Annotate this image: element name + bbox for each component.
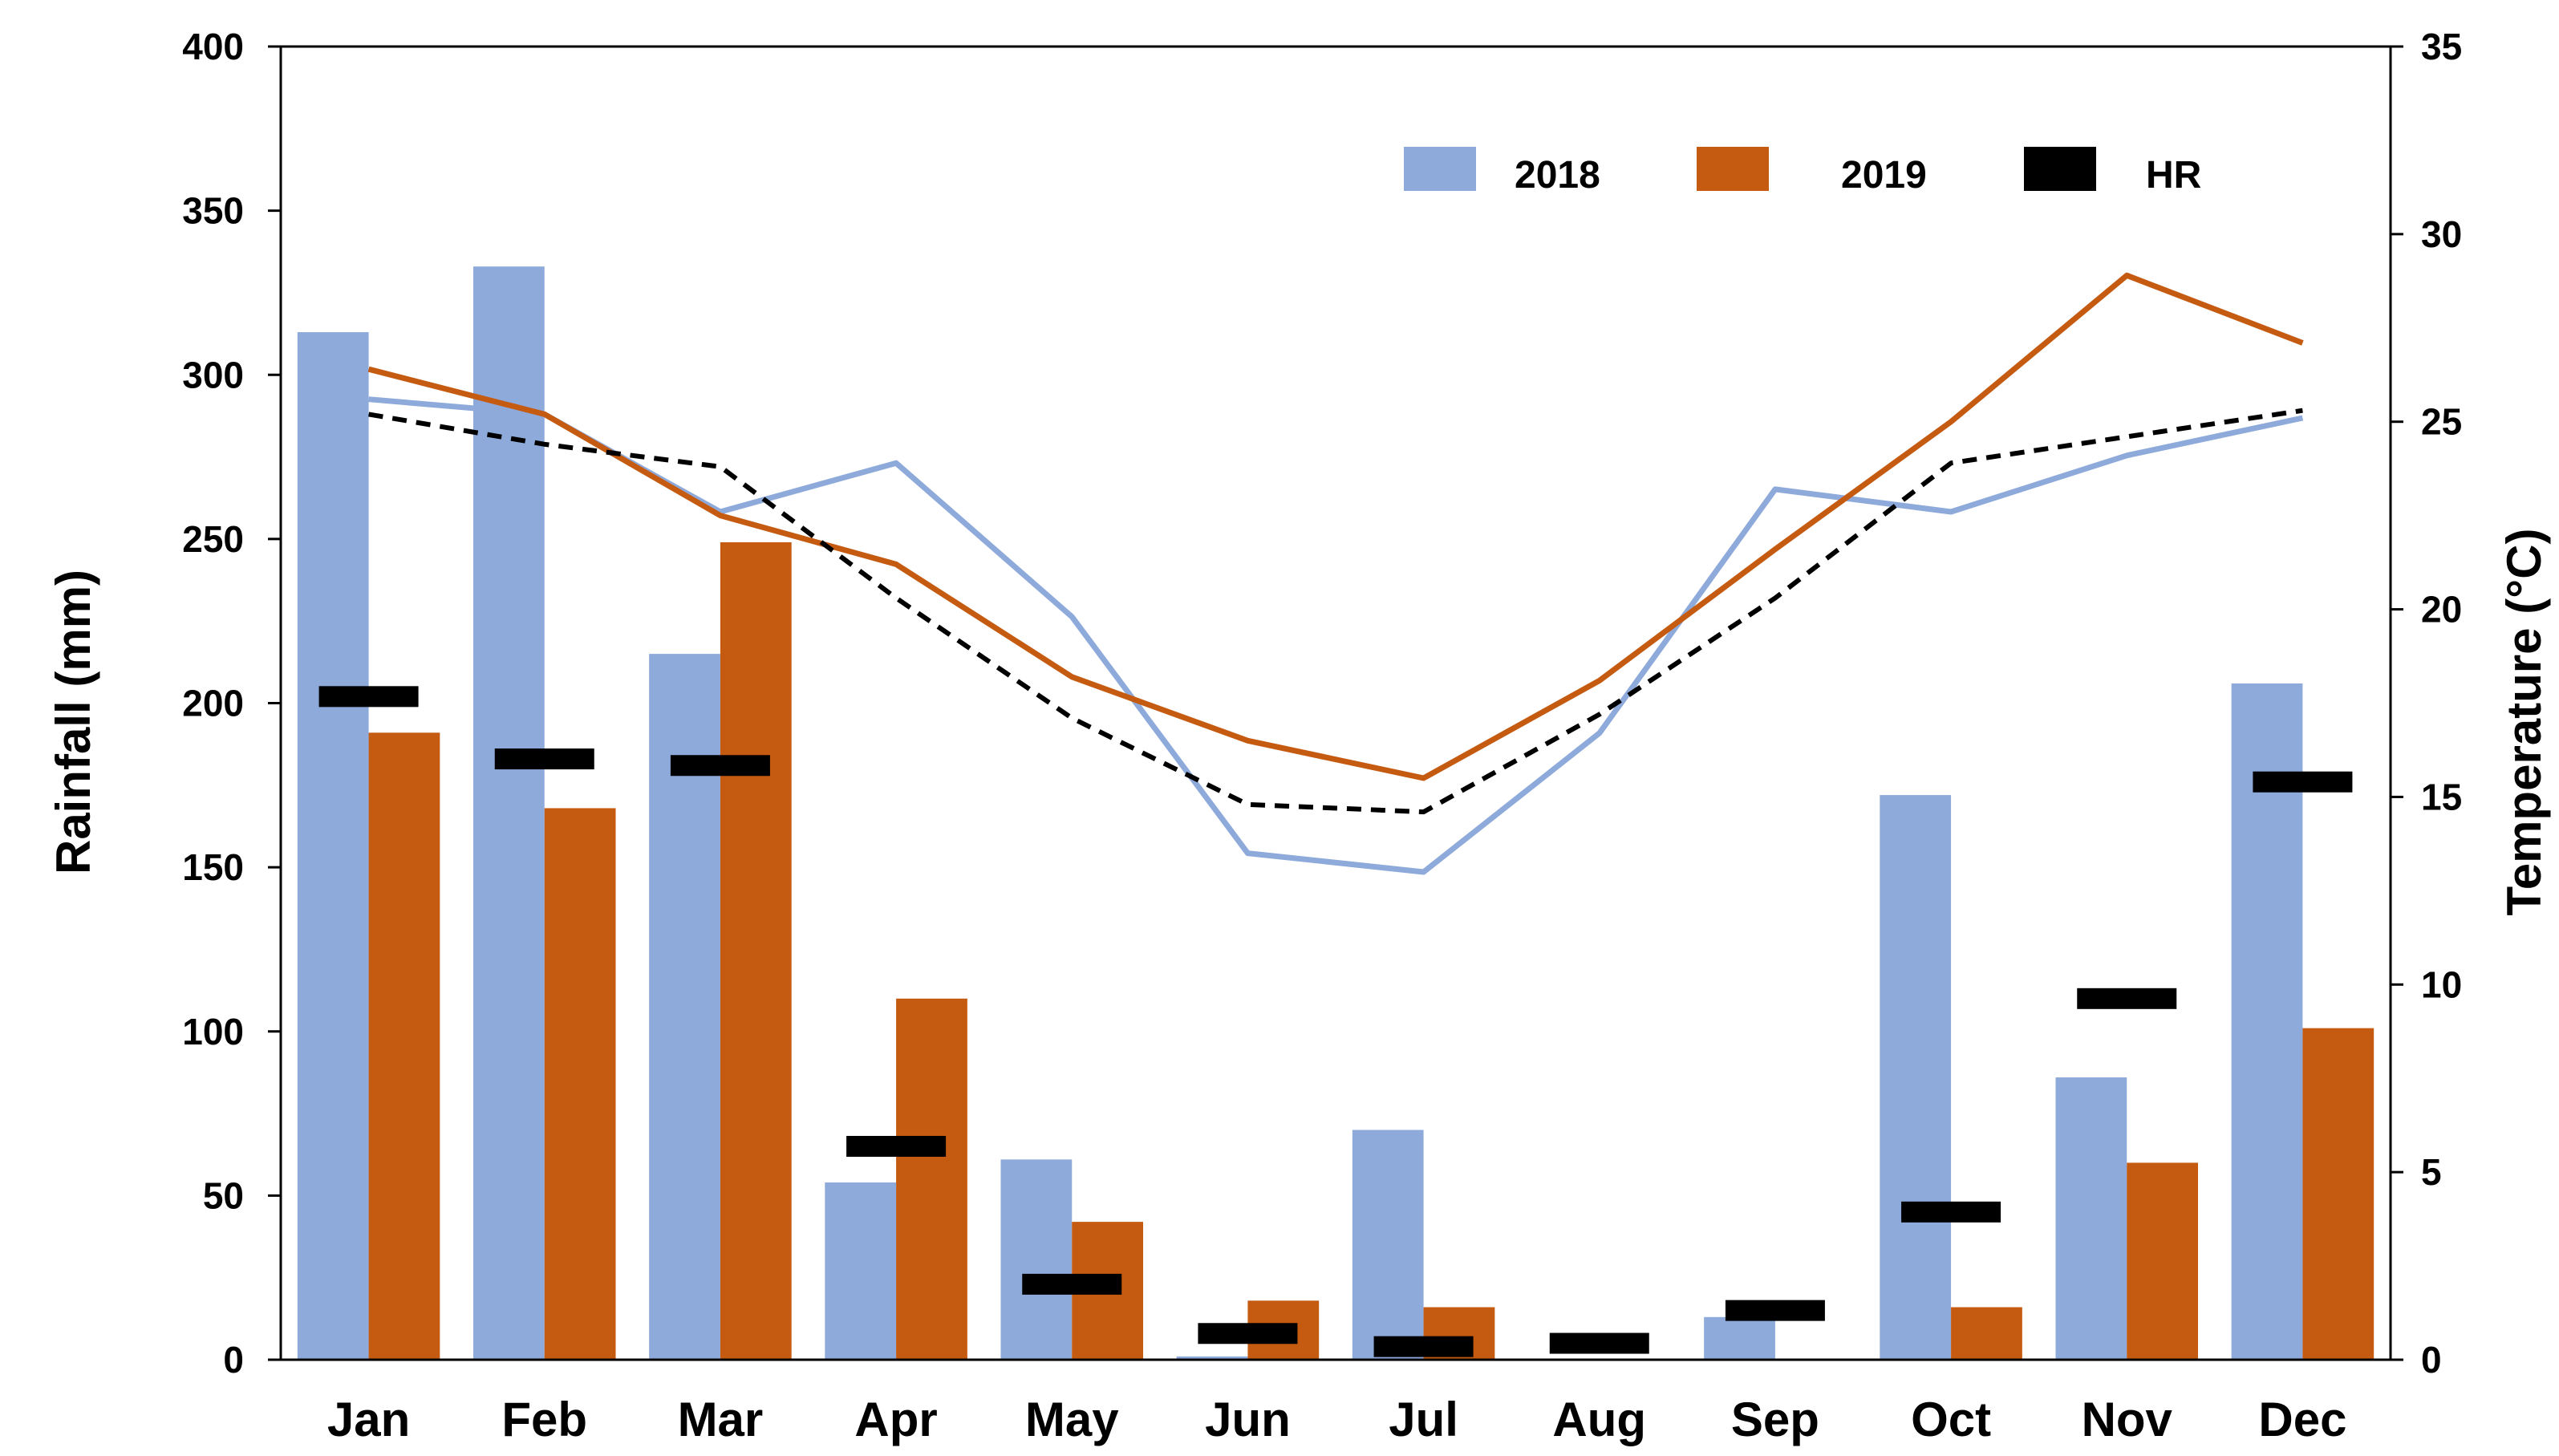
month-label-apr: Apr [854, 1393, 937, 1446]
month-label-jan: Jan [327, 1393, 410, 1446]
bar-2018-jun [1176, 1356, 1248, 1360]
left-tick-label-400: 400 [182, 26, 244, 67]
hr-mark-dec [2253, 771, 2353, 793]
temperature-line-2019 [367, 272, 2304, 781]
right-axis-title: Temperature (°C) [2497, 529, 2551, 916]
bar-2019-apr [896, 998, 967, 1360]
right-tick-label-5: 5 [2421, 1151, 2442, 1193]
bar-2019-mar [720, 541, 792, 1360]
temperature-lines-group [367, 272, 2304, 875]
bar-2018-sep [1704, 1316, 1775, 1360]
legend-swatch-2018 [1404, 147, 1476, 191]
bar-2018-oct [1880, 795, 1952, 1360]
legend: 2018 2019 HR [1404, 147, 2201, 197]
hr-mark-nov [2077, 988, 2177, 1009]
month-label-mar: Mar [678, 1393, 764, 1446]
hr-marks-group [318, 686, 2353, 1357]
hr-mark-jul [1373, 1336, 1474, 1357]
left-tick-label-0: 0 [223, 1339, 244, 1381]
left-tick-label-50: 50 [203, 1174, 244, 1216]
month-label-feb: Feb [501, 1393, 587, 1446]
bar-2018-nov [2055, 1077, 2127, 1360]
right-tick-label-15: 15 [2421, 776, 2462, 817]
left-tick-label-100: 100 [182, 1011, 244, 1052]
legend-swatch-2019 [1697, 147, 1769, 191]
bar-2018-dec [2231, 683, 2303, 1360]
temperature-line-historical [368, 408, 2303, 815]
hr-mark-aug [1549, 1332, 1649, 1354]
month-label-dec: Dec [2258, 1393, 2346, 1446]
bar-2018-jan [297, 332, 369, 1360]
bar-2019-dec [2302, 1028, 2374, 1360]
bar-2019-nov [2127, 1162, 2199, 1360]
bar-2018-jul [1352, 1130, 1424, 1360]
bar-2018-apr [825, 1182, 897, 1360]
month-label-sep: Sep [1731, 1393, 1819, 1446]
hr-mark-feb [494, 748, 594, 770]
month-label-jul: Jul [1389, 1393, 1458, 1446]
bar-2018-feb [472, 266, 545, 1360]
month-label-may: May [1025, 1393, 1119, 1446]
right-tick-label-35: 35 [2421, 26, 2462, 67]
month-label-nov: Nov [2082, 1393, 2173, 1446]
bar-2019-oct [1951, 1307, 2022, 1360]
hr-mark-may [1022, 1273, 1122, 1295]
left-tick-label-150: 150 [182, 846, 244, 888]
legend-swatch-hr [2024, 147, 2096, 191]
bar-2019-feb [544, 808, 616, 1360]
right-tick-label-25: 25 [2421, 401, 2462, 443]
right-tick-label-0: 0 [2421, 1339, 2442, 1381]
legend-label-2018: 2018 [1515, 154, 1600, 197]
hr-mark-jun [1198, 1323, 1298, 1344]
right-tick-label-10: 10 [2421, 963, 2462, 1005]
legend-label-hr: HR [2146, 154, 2201, 197]
hr-mark-sep [1725, 1300, 1825, 1321]
right-tick-label-20: 20 [2421, 589, 2462, 631]
hr-mark-oct [1901, 1201, 2001, 1223]
right-tick-label-30: 30 [2421, 213, 2462, 255]
bar-2018-may [1000, 1159, 1073, 1360]
left-tick-label-300: 300 [182, 354, 244, 395]
hr-mark-jan [318, 686, 419, 708]
left-axis-title: Rainfall (mm) [47, 570, 100, 874]
right-axis-ticks: 0 5 10 15 20 25 30 35 [2391, 26, 2462, 1381]
legend-label-2019: 2019 [1841, 154, 1927, 197]
left-axis-ticks: 0 50 100 150 200 250 300 350 400 [182, 26, 281, 1381]
hr-mark-apr [846, 1135, 947, 1157]
month-labels: Jan Feb Mar Apr May Jun Jul Aug Sep Oct Nov Dec [327, 1393, 2347, 1446]
month-label-oct: Oct [1911, 1393, 1991, 1446]
left-tick-label-200: 200 [182, 683, 244, 724]
left-tick-label-350: 350 [182, 190, 244, 232]
month-label-aug: Aug [1552, 1393, 1646, 1446]
month-label-jun: Jun [1205, 1393, 1291, 1446]
left-tick-label-250: 250 [182, 518, 244, 560]
bar-2019-jan [368, 732, 440, 1360]
hr-mark-mar [670, 755, 770, 777]
